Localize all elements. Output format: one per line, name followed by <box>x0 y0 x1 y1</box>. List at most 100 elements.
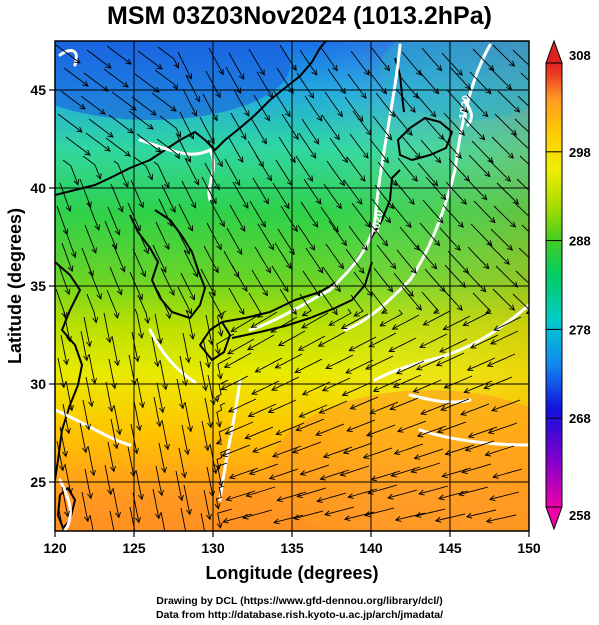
streamline-arrowhead <box>179 402 185 410</box>
streamline <box>110 418 118 449</box>
streamline <box>180 507 187 531</box>
streamline <box>88 118 114 138</box>
streamline <box>137 50 163 70</box>
streamline <box>87 445 95 476</box>
streamline <box>485 445 515 456</box>
streamline <box>292 441 322 453</box>
colorbar-body <box>545 62 563 508</box>
streamline-arrowhead <box>422 320 430 326</box>
streamline-arrowhead <box>73 179 80 186</box>
streamline-arrowhead <box>292 225 298 233</box>
streamline <box>270 316 298 333</box>
streamline <box>175 226 190 255</box>
streamline <box>326 160 345 186</box>
streamline <box>395 88 416 113</box>
streamline-arrowhead <box>420 409 427 416</box>
streamline <box>80 95 106 115</box>
streamline <box>132 248 146 277</box>
streamline <box>397 157 418 182</box>
streamline-arrowhead <box>410 467 417 474</box>
streamline-arrowhead <box>393 449 401 455</box>
streamline-arrowhead <box>160 266 167 274</box>
streamline-arrowhead <box>125 58 132 65</box>
isobar-2 <box>138 138 216 202</box>
streamline <box>423 310 451 326</box>
x-tick-label: 125 <box>122 540 146 556</box>
streamline <box>89 270 102 300</box>
streamline-arrowhead <box>460 410 467 416</box>
streamline-arrowhead <box>316 497 323 503</box>
streamline <box>324 91 343 117</box>
streamline <box>393 374 422 388</box>
streamline <box>86 49 112 69</box>
streamline <box>322 266 341 292</box>
streamline <box>443 315 471 331</box>
streamline-arrowhead <box>106 336 112 344</box>
streamline <box>84 468 92 499</box>
streamline <box>135 469 143 500</box>
streamline <box>83 72 109 92</box>
streamline-arrowhead <box>441 472 448 479</box>
streamline <box>373 267 393 292</box>
streamline <box>443 112 465 136</box>
streamline-arrowhead <box>412 92 419 99</box>
streamline <box>182 88 197 116</box>
streamline-arrowhead <box>107 488 113 496</box>
streamline-arrowhead <box>291 308 297 316</box>
streamline-arrowhead <box>346 426 353 432</box>
streamline <box>377 161 398 186</box>
isobar-10 <box>58 478 72 531</box>
streamline <box>341 313 369 329</box>
streamline <box>157 290 171 319</box>
streamline <box>207 139 223 167</box>
streamline-arrowhead <box>225 495 232 502</box>
streamline-arrowhead <box>277 340 285 347</box>
streamline-arrowhead <box>65 205 72 213</box>
streamline-arrowhead <box>325 363 332 369</box>
streamline-arrowhead <box>154 360 160 368</box>
streamline <box>228 52 245 80</box>
streamline <box>127 446 135 477</box>
streamline <box>464 380 493 393</box>
streamline-arrowhead <box>411 175 418 182</box>
streamline-arrowhead <box>82 446 88 454</box>
isobar-1 <box>58 49 78 67</box>
streamline-arrowhead <box>155 512 161 520</box>
streamline <box>515 270 529 284</box>
streamline <box>109 266 122 295</box>
streamline-arrowhead <box>113 312 120 319</box>
streamline-arrowhead <box>297 345 305 351</box>
streamline <box>353 271 373 297</box>
streamline-arrowhead <box>110 465 116 473</box>
streamline-arrowhead <box>184 448 190 456</box>
streamline <box>512 293 529 314</box>
streamline <box>252 177 269 204</box>
streamline <box>220 375 249 391</box>
streamline <box>81 247 94 277</box>
streamline-arrowhead <box>309 244 316 251</box>
isobar-6 <box>373 303 529 382</box>
streamline-arrowhead <box>133 447 139 455</box>
streamline-arrowhead <box>315 430 322 437</box>
streamline-arrowhead <box>283 202 290 210</box>
streamline-arrowhead <box>247 344 254 351</box>
streamline-arrowhead <box>138 201 144 209</box>
streamline <box>151 92 177 112</box>
streamline <box>352 110 372 136</box>
streamline <box>82 155 101 180</box>
streamline-arrowhead <box>413 453 421 460</box>
streamline-arrowhead <box>389 404 396 411</box>
streamline-arrowhead <box>137 530 138 531</box>
streamline-arrowhead <box>164 243 170 250</box>
streamline-arrowhead <box>271 451 279 458</box>
streamline <box>484 376 513 389</box>
streamline-arrowhead <box>390 471 397 478</box>
streamline <box>273 514 304 524</box>
streamline-arrowhead <box>206 513 212 521</box>
streamline-arrowhead <box>394 515 402 522</box>
streamline-arrowhead <box>214 183 220 191</box>
streamline <box>274 242 292 269</box>
streamline-arrowhead <box>222 517 229 524</box>
streamline-arrowhead <box>416 431 424 438</box>
streamline-arrowhead <box>116 289 123 296</box>
